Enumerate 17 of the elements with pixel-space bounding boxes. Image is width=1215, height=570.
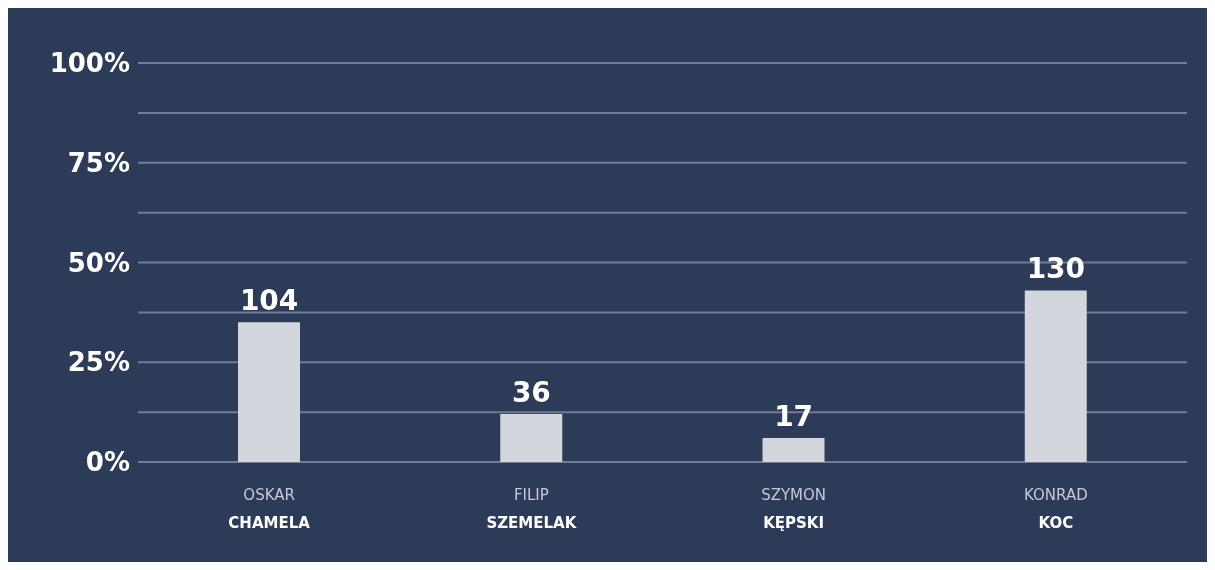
annotation: 104 xyxy=(239,284,299,318)
x-tick-label: SZYMON KĘPSKI xyxy=(761,486,827,532)
bar xyxy=(1024,290,1087,462)
bar xyxy=(762,438,825,462)
x-tick-label: FILIP SZEMELAK xyxy=(486,486,578,532)
y-tick-label: 75% xyxy=(67,147,130,178)
y-tick-label: 100% xyxy=(49,48,130,79)
x-tick-label: KONRAD KOC xyxy=(1024,486,1088,532)
x-tick-label: OSKAR CHAMELA xyxy=(228,486,311,532)
y-tick-label: 25% xyxy=(67,347,130,378)
bar xyxy=(238,322,300,462)
bar xyxy=(500,414,563,462)
y-tick-label: 50% xyxy=(67,247,130,278)
annotation: 17 xyxy=(774,400,814,434)
annotation: 36 xyxy=(511,376,551,410)
annotation: 130 xyxy=(1026,252,1086,286)
y-tick-label: 0% xyxy=(85,447,130,478)
